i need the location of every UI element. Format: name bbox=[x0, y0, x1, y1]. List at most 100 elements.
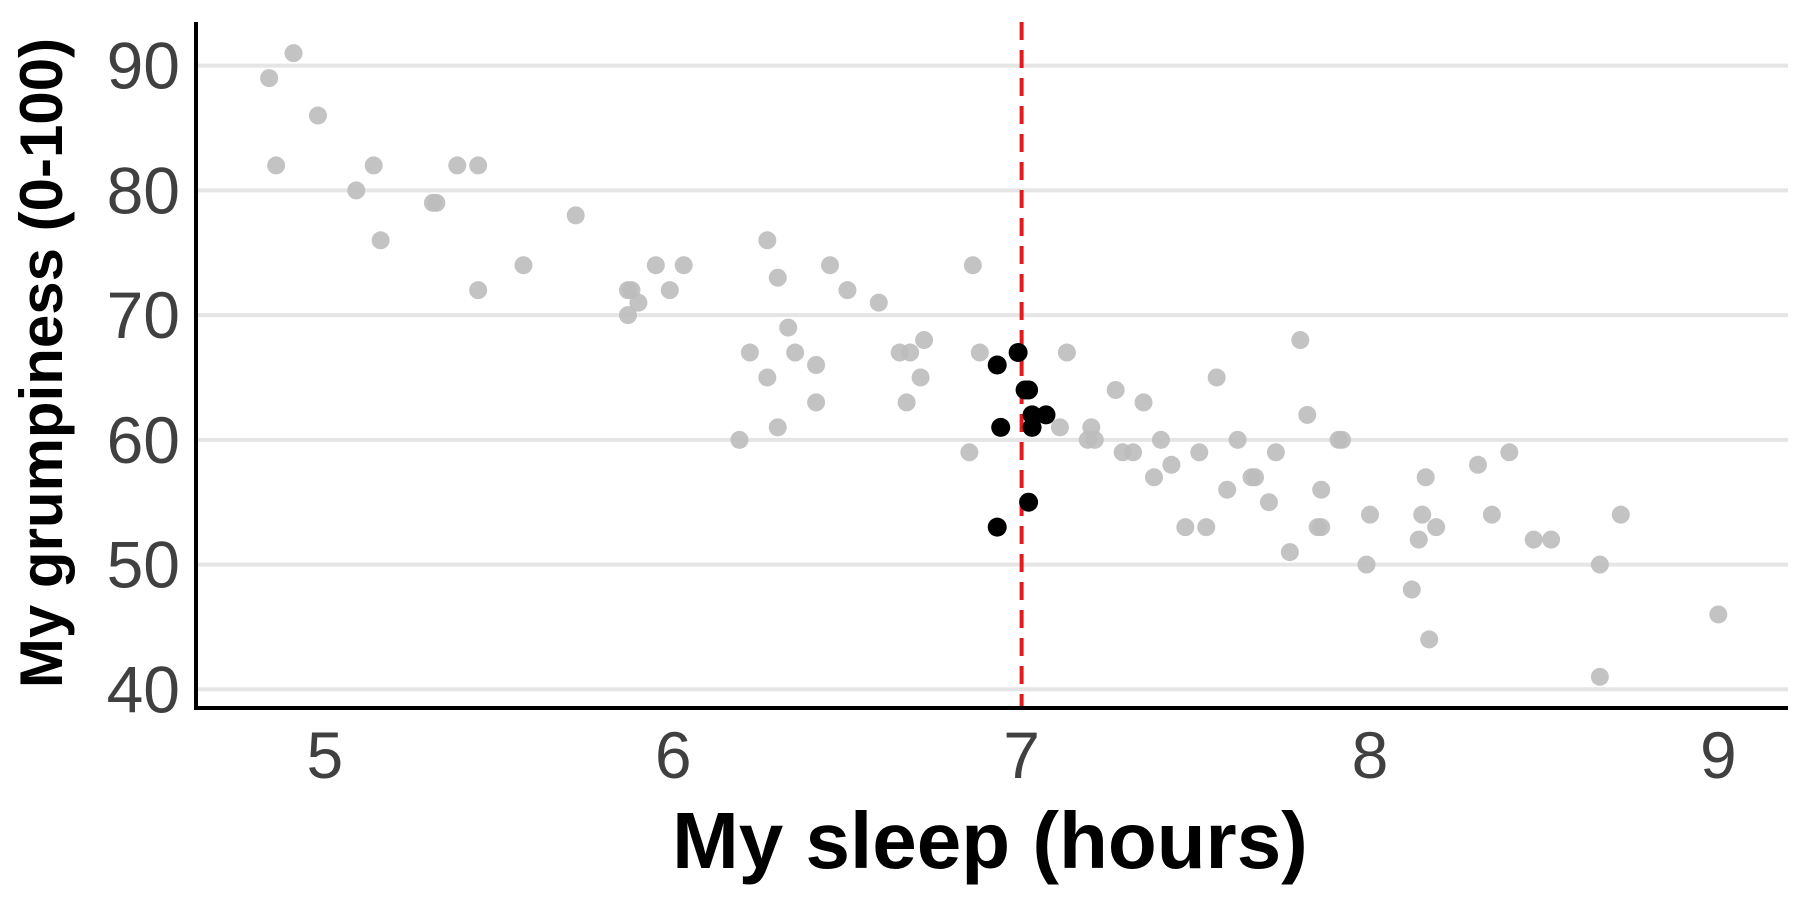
background-point bbox=[740, 343, 759, 362]
background-point bbox=[1246, 468, 1265, 487]
background-point bbox=[1266, 443, 1285, 462]
x-tick-label: 9 bbox=[1700, 718, 1737, 792]
axes bbox=[194, 22, 1788, 710]
background-point bbox=[807, 393, 826, 412]
background-point bbox=[1333, 430, 1352, 449]
background-point bbox=[260, 69, 279, 88]
background-point bbox=[1197, 518, 1216, 537]
x-tick-label: 5 bbox=[307, 718, 344, 792]
background-point bbox=[1190, 443, 1209, 462]
background-point bbox=[1291, 331, 1310, 350]
background-point bbox=[469, 281, 488, 300]
background-point bbox=[1134, 393, 1153, 412]
y-tick-label: 40 bbox=[107, 652, 180, 726]
background-point bbox=[347, 181, 366, 200]
background-point bbox=[897, 393, 916, 412]
background-point bbox=[566, 206, 585, 225]
background-point bbox=[768, 418, 787, 437]
background-point bbox=[970, 343, 989, 362]
background-point bbox=[1590, 667, 1609, 686]
background-point bbox=[869, 293, 888, 312]
background-point bbox=[364, 156, 383, 175]
highlight-point bbox=[987, 355, 1007, 375]
y-tick-label: 50 bbox=[107, 528, 180, 602]
background-point bbox=[1050, 418, 1069, 437]
background-point bbox=[758, 231, 777, 250]
x-tick-label: 8 bbox=[1352, 718, 1389, 792]
background-point bbox=[674, 256, 693, 275]
background-point bbox=[646, 256, 665, 275]
background-point bbox=[1124, 443, 1143, 462]
background-points bbox=[260, 44, 1728, 686]
background-point bbox=[1207, 368, 1226, 387]
background-point bbox=[1413, 505, 1432, 524]
background-point bbox=[618, 306, 637, 325]
highlight-point bbox=[1008, 343, 1028, 363]
highlight-point bbox=[1036, 405, 1056, 425]
highlight-point bbox=[1019, 492, 1039, 512]
background-point bbox=[1611, 505, 1630, 524]
background-point bbox=[730, 430, 749, 449]
background-point bbox=[821, 256, 840, 275]
background-point bbox=[786, 343, 805, 362]
background-point bbox=[1176, 518, 1195, 537]
background-point bbox=[1402, 580, 1421, 599]
x-tick-labels: 5 6 7 8 9 bbox=[307, 718, 1737, 792]
background-point bbox=[469, 156, 488, 175]
background-point bbox=[1218, 480, 1237, 499]
background-point bbox=[838, 281, 857, 300]
x-tick-label: 6 bbox=[655, 718, 692, 792]
highlight-point bbox=[991, 417, 1011, 437]
background-point bbox=[963, 256, 982, 275]
background-point bbox=[915, 331, 934, 350]
highlight-point bbox=[987, 517, 1007, 537]
background-point bbox=[448, 156, 467, 175]
background-point bbox=[1106, 380, 1125, 399]
x-axis-title: My sleep (hours) bbox=[672, 796, 1308, 885]
background-point bbox=[768, 268, 787, 287]
background-point bbox=[1482, 505, 1501, 524]
background-point bbox=[1420, 630, 1439, 649]
background-point bbox=[1357, 555, 1376, 574]
background-point bbox=[1085, 430, 1104, 449]
background-point bbox=[267, 156, 286, 175]
y-tick-label: 80 bbox=[107, 153, 180, 227]
background-point bbox=[807, 356, 826, 374]
background-point bbox=[1468, 455, 1487, 474]
background-point bbox=[1298, 405, 1317, 424]
background-point bbox=[660, 281, 679, 300]
background-point bbox=[1500, 443, 1519, 462]
background-point bbox=[629, 293, 648, 312]
background-point bbox=[1057, 343, 1076, 362]
background-point bbox=[1259, 493, 1278, 512]
background-point bbox=[1280, 543, 1299, 562]
x-tick-label: 7 bbox=[1003, 718, 1040, 792]
y-tick-label: 70 bbox=[107, 278, 180, 352]
background-point bbox=[1409, 530, 1428, 549]
y-axis-title: My grumpiness (0-100) bbox=[8, 38, 75, 688]
background-point bbox=[514, 256, 533, 275]
y-gridlines bbox=[196, 63, 1788, 692]
background-point bbox=[1709, 605, 1728, 624]
background-point bbox=[1542, 530, 1561, 549]
background-point bbox=[901, 343, 920, 362]
highlight-point bbox=[1019, 380, 1039, 400]
background-point bbox=[1590, 555, 1609, 574]
background-point bbox=[1151, 430, 1170, 449]
background-point bbox=[1144, 468, 1163, 487]
y-tick-label: 60 bbox=[107, 403, 180, 477]
background-point bbox=[1524, 530, 1543, 549]
background-point bbox=[960, 443, 979, 462]
background-point bbox=[427, 193, 446, 212]
highlight-points bbox=[987, 343, 1056, 537]
background-point bbox=[911, 368, 930, 387]
background-point bbox=[1312, 518, 1331, 537]
background-point bbox=[1312, 480, 1331, 499]
background-point bbox=[1360, 505, 1379, 524]
y-tick-labels: 40 50 60 70 80 90 bbox=[107, 29, 180, 727]
background-point bbox=[1427, 518, 1446, 537]
background-point bbox=[371, 231, 390, 250]
background-point bbox=[779, 318, 798, 337]
background-point bbox=[1162, 455, 1181, 474]
background-point bbox=[308, 106, 327, 125]
